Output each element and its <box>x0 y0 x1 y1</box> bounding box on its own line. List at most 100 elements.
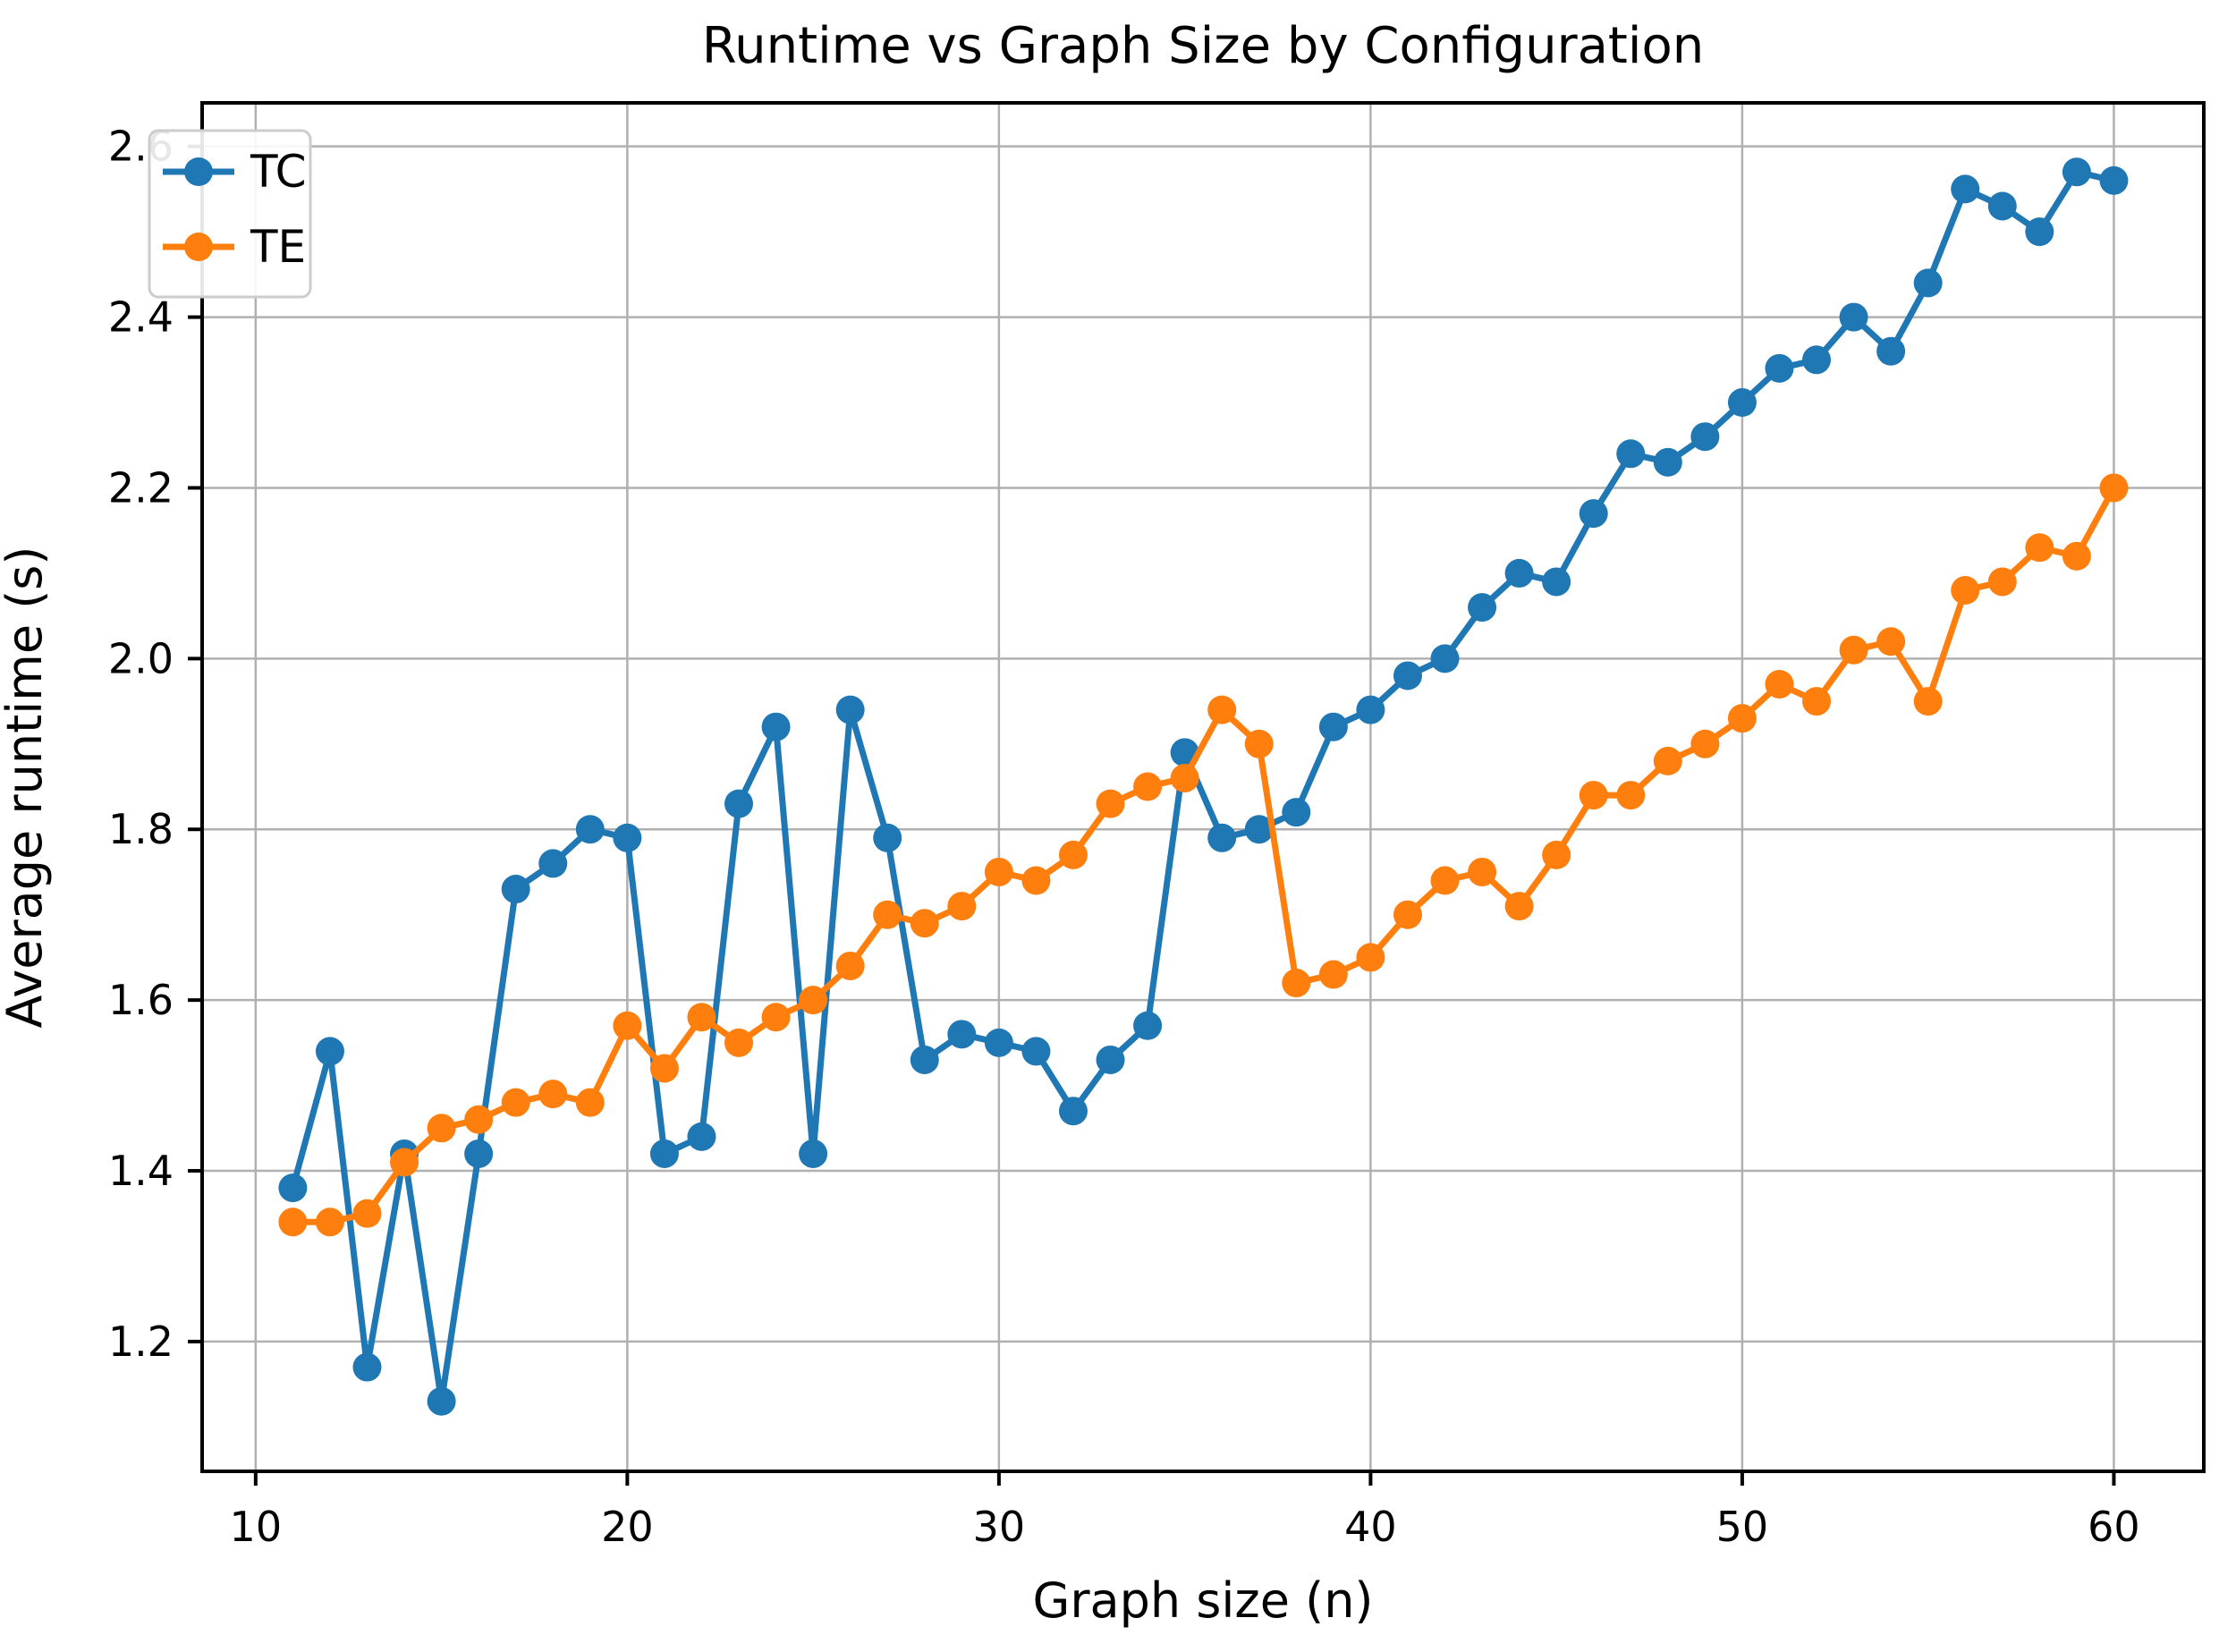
data-point-te <box>1207 695 1237 724</box>
axes-spines <box>200 101 2206 1473</box>
data-point-tc <box>1802 345 1832 375</box>
data-point-te <box>1504 892 1534 921</box>
data-point-tc <box>687 1122 716 1151</box>
x-tick-label: 40 <box>1344 1503 1397 1551</box>
data-point-te <box>910 909 939 938</box>
y-tick-label: 2.2 <box>108 463 174 512</box>
x-tick-label: 30 <box>973 1503 1026 1551</box>
data-point-tc <box>724 789 754 818</box>
data-point-tc <box>2099 165 2129 195</box>
y-axis-label: Average runtime (s) <box>0 546 53 1029</box>
data-point-te <box>1393 900 1422 929</box>
data-point-tc <box>984 1028 1013 1057</box>
data-point-te <box>873 900 902 929</box>
data-point-tc <box>575 815 605 844</box>
data-point-tc <box>649 1139 679 1168</box>
data-point-tc <box>1133 1011 1163 1040</box>
data-point-te <box>427 1114 456 1143</box>
y-tick-label: 1.6 <box>108 976 174 1024</box>
legend-marker <box>184 233 213 261</box>
x-axis-label: Graph size (n) <box>1032 1572 1373 1629</box>
data-point-tc <box>501 875 530 904</box>
data-point-tc <box>1244 815 1274 844</box>
data-point-te <box>1133 772 1163 801</box>
y-tick-label: 2.0 <box>108 634 174 682</box>
data-point-te <box>2099 473 2129 503</box>
data-point-tc <box>1430 644 1460 674</box>
data-point-tc <box>1876 336 1906 366</box>
data-point-tc <box>1727 388 1757 418</box>
data-point-tc <box>1579 499 1608 529</box>
y-tick-label: 1.8 <box>108 805 174 853</box>
data-point-tc <box>835 695 865 724</box>
data-point-tc <box>1839 302 1868 332</box>
data-point-te <box>799 986 828 1015</box>
data-point-te <box>687 1003 716 1032</box>
data-point-te <box>761 1003 791 1032</box>
data-point-tc <box>873 823 902 852</box>
data-point-te <box>1021 866 1051 895</box>
data-point-te <box>315 1207 344 1237</box>
data-point-tc <box>1058 1097 1088 1126</box>
data-point-tc <box>1987 191 2017 221</box>
data-point-tc <box>761 712 791 741</box>
data-point-te <box>1876 627 1906 657</box>
data-point-te <box>538 1080 568 1109</box>
data-point-te <box>1170 763 1199 792</box>
data-point-tc <box>1021 1037 1051 1066</box>
data-point-te <box>2025 533 2054 563</box>
data-point-tc <box>427 1386 456 1416</box>
data-point-tc <box>1653 447 1682 477</box>
data-point-te <box>1987 567 2017 597</box>
data-point-tc <box>947 1020 977 1049</box>
data-point-te <box>1356 943 1385 972</box>
data-point-te <box>1430 866 1460 895</box>
data-point-tc <box>278 1173 308 1203</box>
x-tick-label: 60 <box>2088 1503 2140 1551</box>
data-point-te <box>1282 969 1311 998</box>
data-point-te <box>947 892 977 921</box>
data-point-te <box>1468 857 1497 886</box>
data-point-te <box>1653 746 1682 775</box>
legend-label: TE <box>250 221 306 273</box>
data-point-tc <box>613 823 642 852</box>
data-point-tc <box>1542 567 1571 597</box>
data-point-te <box>278 1207 308 1237</box>
data-point-tc <box>1690 422 1720 452</box>
data-point-te <box>1318 960 1348 989</box>
legend-label: TC <box>250 146 307 198</box>
data-point-te <box>352 1199 382 1228</box>
data-point-tc <box>1616 439 1646 469</box>
x-tick-label: 50 <box>1716 1503 1769 1551</box>
data-point-tc <box>1468 593 1497 623</box>
data-point-te <box>1244 729 1274 758</box>
data-point-te <box>835 951 865 980</box>
data-point-tc <box>799 1139 828 1168</box>
data-point-te <box>390 1148 419 1177</box>
data-point-tc <box>2025 217 2054 247</box>
legend-marker <box>184 157 213 186</box>
data-point-tc <box>1765 353 1794 383</box>
data-point-tc <box>1318 712 1348 741</box>
data-point-tc <box>1393 661 1422 690</box>
chart-title: Runtime vs Graph Size by Configuration <box>702 17 1704 75</box>
data-point-tc <box>1504 558 1534 588</box>
data-point-te <box>613 1011 642 1040</box>
data-point-te <box>1839 635 1868 665</box>
data-point-te <box>1579 781 1608 810</box>
data-point-te <box>501 1088 530 1117</box>
data-point-tc <box>1282 798 1311 827</box>
data-point-te <box>2062 541 2091 571</box>
data-point-te <box>724 1028 754 1057</box>
data-point-te <box>575 1088 605 1117</box>
data-point-te <box>984 857 1013 886</box>
data-point-te <box>1616 781 1646 810</box>
data-point-tc <box>1096 1045 1125 1074</box>
data-point-tc <box>1913 268 1943 298</box>
data-point-te <box>464 1105 494 1134</box>
data-point-te <box>1096 789 1125 818</box>
data-point-tc <box>538 849 568 878</box>
data-point-tc <box>1951 174 1980 204</box>
